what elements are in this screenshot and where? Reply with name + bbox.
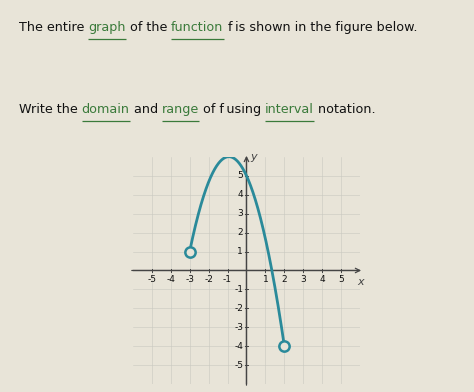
Text: 1: 1 (237, 247, 243, 256)
Text: -5: -5 (147, 275, 156, 284)
Text: 2: 2 (282, 275, 287, 284)
Text: -3: -3 (234, 323, 243, 332)
Text: y: y (250, 152, 256, 162)
Point (186, 249, 193, 255)
Text: 3: 3 (237, 209, 243, 218)
Text: of f using: of f using (199, 103, 265, 116)
Text: -1: -1 (223, 275, 232, 284)
Text: 5: 5 (338, 275, 344, 284)
Text: -2: -2 (204, 275, 213, 284)
Text: 5: 5 (237, 171, 243, 180)
Text: x: x (357, 277, 364, 287)
Text: -3: -3 (185, 275, 194, 284)
Text: -4: -4 (166, 275, 175, 284)
Text: function: function (171, 21, 224, 34)
Text: f is shown in the figure below.: f is shown in the figure below. (224, 21, 417, 34)
Point (281, 343, 288, 349)
Text: domain: domain (82, 103, 130, 116)
Text: -2: -2 (234, 304, 243, 313)
Text: -4: -4 (234, 342, 243, 351)
Text: 1: 1 (263, 275, 268, 284)
Text: interval: interval (265, 103, 314, 116)
Text: The entire: The entire (19, 21, 88, 34)
Text: graph: graph (88, 21, 126, 34)
Text: 3: 3 (301, 275, 306, 284)
Text: -1: -1 (234, 285, 243, 294)
Text: -5: -5 (234, 361, 243, 370)
Text: 4: 4 (237, 190, 243, 199)
Text: and: and (130, 103, 162, 116)
Text: 4: 4 (319, 275, 325, 284)
Text: of the: of the (126, 21, 171, 34)
Text: range: range (162, 103, 199, 116)
Text: 2: 2 (237, 228, 243, 237)
Text: notation.: notation. (314, 103, 376, 116)
Text: Write the: Write the (19, 103, 82, 116)
